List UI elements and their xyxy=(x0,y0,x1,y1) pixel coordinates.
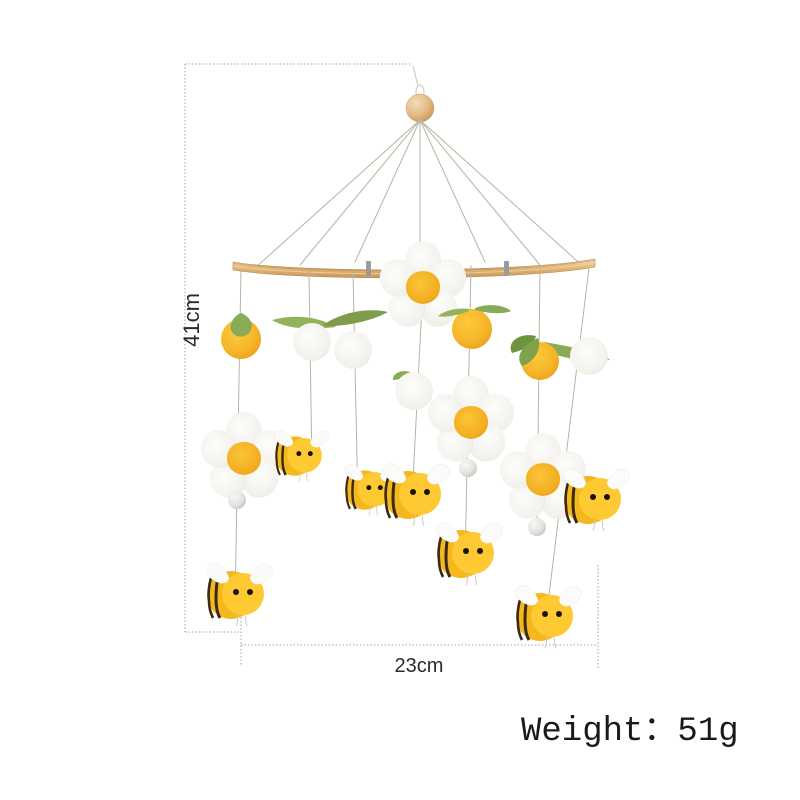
svg-text:23cm: 23cm xyxy=(395,655,444,677)
svg-text:Weight：51g: Weight：51g xyxy=(521,713,739,751)
svg-text:41cm: 41cm xyxy=(179,293,204,347)
